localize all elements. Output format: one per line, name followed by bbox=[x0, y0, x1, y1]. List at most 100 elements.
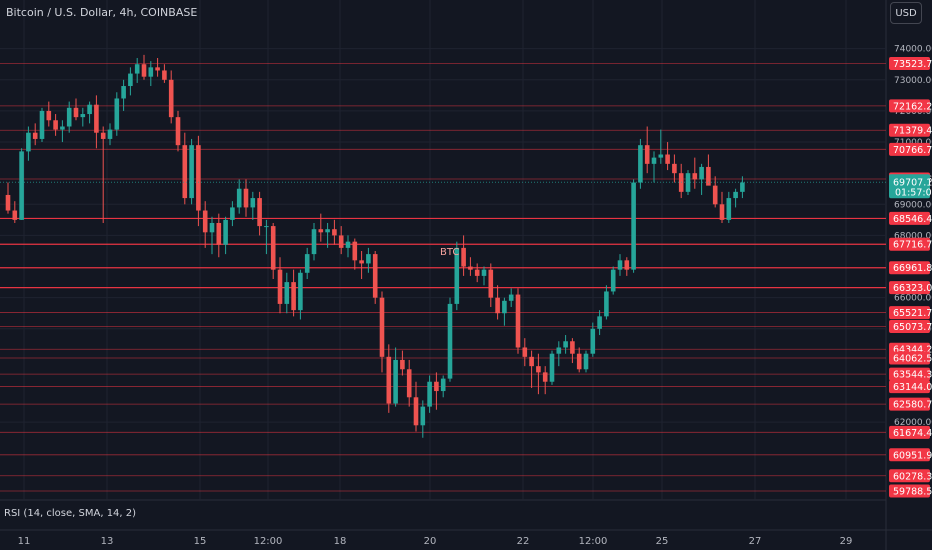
level-price-tag[interactable]: 65073.70 bbox=[889, 320, 932, 334]
candle[interactable] bbox=[196, 135, 201, 227]
candle[interactable] bbox=[87, 101, 92, 124]
candle[interactable] bbox=[733, 188, 738, 208]
candle[interactable] bbox=[536, 353, 541, 395]
candle[interactable] bbox=[699, 163, 704, 195]
candle[interactable] bbox=[325, 222, 330, 248]
candle[interactable] bbox=[515, 288, 521, 354]
candle[interactable] bbox=[522, 338, 528, 367]
candle[interactable] bbox=[257, 191, 262, 236]
candle[interactable] bbox=[726, 191, 732, 223]
level-price-tag[interactable]: 72162.28 bbox=[889, 99, 932, 113]
candle[interactable] bbox=[549, 350, 555, 385]
candle[interactable] bbox=[291, 269, 296, 317]
level-price-tag[interactable]: 70766.73 bbox=[889, 142, 932, 156]
candle[interactable] bbox=[556, 341, 562, 367]
level-price-tag[interactable]: 60278.37 bbox=[889, 469, 932, 483]
candle[interactable] bbox=[39, 107, 45, 143]
candle[interactable] bbox=[264, 219, 269, 255]
candle[interactable] bbox=[175, 110, 181, 152]
candle[interactable] bbox=[359, 250, 364, 280]
candle[interactable] bbox=[644, 126, 650, 174]
level-price-tag[interactable]: 68546.43 bbox=[889, 211, 932, 225]
candle[interactable] bbox=[134, 58, 140, 83]
candle[interactable] bbox=[53, 114, 58, 136]
candle[interactable] bbox=[26, 126, 31, 161]
candle[interactable] bbox=[638, 138, 643, 189]
candle[interactable] bbox=[692, 157, 698, 189]
candle[interactable] bbox=[447, 297, 453, 382]
candle[interactable] bbox=[624, 257, 630, 276]
candle[interactable] bbox=[46, 101, 52, 127]
candle[interactable] bbox=[529, 350, 534, 388]
candle[interactable] bbox=[148, 61, 154, 87]
candle[interactable] bbox=[32, 123, 38, 146]
candle[interactable] bbox=[454, 241, 460, 311]
candle[interactable] bbox=[60, 120, 65, 143]
candle[interactable] bbox=[128, 67, 133, 96]
level-price-tag[interactable]: 73523.78 bbox=[889, 56, 932, 70]
candle[interactable] bbox=[495, 285, 500, 320]
candle[interactable] bbox=[311, 222, 317, 261]
candle[interactable] bbox=[162, 64, 167, 83]
candle[interactable] bbox=[80, 107, 86, 127]
candle[interactable] bbox=[468, 257, 473, 276]
candle[interactable] bbox=[345, 235, 351, 258]
candle[interactable] bbox=[243, 179, 249, 217]
candle[interactable] bbox=[583, 350, 589, 373]
candle[interactable] bbox=[223, 216, 228, 255]
candle[interactable] bbox=[617, 254, 623, 276]
candle[interactable] bbox=[5, 182, 11, 214]
level-price-tag[interactable]: 64062.54 bbox=[889, 351, 932, 365]
candle[interactable] bbox=[563, 335, 568, 354]
candle[interactable] bbox=[182, 132, 188, 205]
candle[interactable] bbox=[434, 372, 439, 410]
candle[interactable] bbox=[277, 257, 283, 314]
candle[interactable] bbox=[386, 344, 392, 413]
candle[interactable] bbox=[230, 201, 235, 227]
candle[interactable] bbox=[372, 250, 378, 304]
candle[interactable] bbox=[576, 347, 582, 373]
btc-annotation[interactable]: BTC bbox=[440, 247, 459, 258]
candle[interactable] bbox=[542, 366, 548, 395]
candle[interactable] bbox=[155, 58, 160, 77]
candle[interactable] bbox=[332, 219, 337, 245]
candle[interactable] bbox=[12, 201, 18, 223]
candle[interactable] bbox=[236, 179, 242, 214]
candle[interactable] bbox=[420, 400, 426, 438]
candle[interactable] bbox=[461, 235, 466, 276]
candle[interactable] bbox=[740, 176, 745, 199]
candle[interactable] bbox=[121, 79, 126, 111]
candle[interactable] bbox=[427, 375, 432, 413]
candle[interactable] bbox=[406, 359, 412, 407]
candle[interactable] bbox=[270, 222, 276, 280]
candle[interactable] bbox=[597, 310, 602, 336]
candle[interactable] bbox=[481, 266, 487, 286]
candle[interactable] bbox=[706, 154, 711, 186]
candle[interactable] bbox=[141, 54, 147, 80]
candle[interactable] bbox=[658, 129, 664, 164]
candle[interactable] bbox=[66, 101, 72, 133]
candle[interactable] bbox=[216, 213, 222, 258]
candle[interactable] bbox=[304, 247, 310, 280]
candle[interactable] bbox=[590, 322, 596, 357]
candle[interactable] bbox=[73, 98, 79, 121]
candle[interactable] bbox=[413, 381, 419, 432]
level-price-tag[interactable]: 66323.09 bbox=[889, 281, 932, 295]
candle[interactable] bbox=[610, 266, 616, 295]
candle[interactable] bbox=[284, 272, 290, 314]
candle[interactable] bbox=[488, 263, 494, 308]
candle[interactable] bbox=[189, 138, 194, 205]
candle[interactable] bbox=[474, 263, 480, 283]
level-price-tag[interactable]: 63144.05 bbox=[889, 380, 932, 394]
candle[interactable] bbox=[209, 216, 215, 255]
level-price-tag[interactable]: 65521.70 bbox=[889, 306, 932, 320]
candle[interactable] bbox=[352, 238, 358, 270]
candle[interactable] bbox=[570, 338, 575, 364]
candle[interactable] bbox=[250, 191, 256, 220]
candle[interactable] bbox=[379, 291, 385, 373]
candle[interactable] bbox=[508, 288, 514, 308]
candle[interactable] bbox=[400, 350, 405, 376]
level-price-tag[interactable]: 60951.93 bbox=[889, 448, 932, 462]
candle[interactable] bbox=[366, 247, 371, 273]
